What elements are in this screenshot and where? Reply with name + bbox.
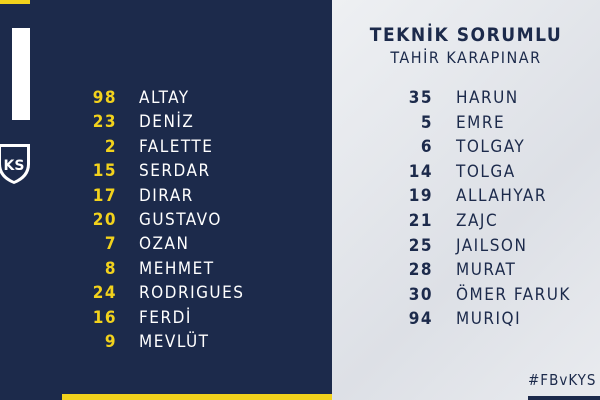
player-name: SERDAR (139, 161, 211, 182)
player-name: RODRIGUES (139, 283, 245, 304)
navy-bottom-bar (528, 396, 600, 400)
player-row: 98 ALTAY (0, 86, 330, 110)
player-row: 23 DENİZ (0, 110, 330, 134)
player-row: 5 EMRE (332, 111, 600, 135)
player-row: 16 FERDİ (0, 306, 330, 330)
player-name: DENİZ (139, 112, 195, 133)
subs-panel: TEKNİK SORUMLU TAHİR KARAPINAR 35 HARUN 5 E… (332, 0, 600, 400)
player-name: ALLAHYAR (456, 186, 547, 207)
player-number: 30 (408, 284, 433, 305)
white-accent-bar (12, 28, 30, 120)
player-name: TOLGA (456, 161, 516, 182)
player-number: 8 (104, 258, 117, 279)
player-number: 28 (408, 260, 433, 281)
player-number: 19 (408, 186, 433, 207)
player-number: 2 (104, 136, 117, 157)
player-name: MURIQI (456, 309, 522, 330)
player-row: 7 OZAN (0, 232, 330, 256)
coach-name: TAHİR KARAPINAR (390, 48, 542, 67)
player-row: 25 JAILSON (332, 234, 600, 258)
player-row: 21 ZAJC (332, 209, 600, 233)
player-name: MEHMET (139, 258, 215, 279)
yellow-accent-bar (0, 0, 30, 4)
player-row: 9 MEVLÜT (0, 330, 330, 354)
player-name: TOLGAY (456, 137, 526, 158)
player-number: 25 (408, 235, 433, 256)
player-row: 15 SERDAR (0, 159, 330, 183)
player-number: 5 (420, 112, 433, 133)
player-number: 20 (92, 210, 117, 230)
player-name: GUSTAVO (139, 210, 222, 230)
player-name: FALETTE (139, 136, 214, 157)
player-name: FERDİ (139, 307, 192, 328)
player-row: 8 MEHMET (0, 257, 330, 281)
player-row: 19 ALLAHYAR (332, 184, 600, 208)
player-number: 16 (92, 307, 117, 328)
club-logo: KS (0, 140, 32, 186)
hashtag: #FBvKYS (528, 371, 597, 389)
player-number: 35 (408, 88, 433, 108)
player-name: JAILSON (456, 235, 528, 256)
player-row: 2 FALETTE (0, 135, 330, 159)
player-row: 24 RODRIGUES (0, 281, 330, 305)
player-number: 98 (92, 88, 117, 108)
player-number: 9 (104, 332, 117, 352)
player-name: HARUN (456, 88, 519, 108)
yellow-bottom-bar (62, 394, 332, 400)
player-name: DIRAR (139, 185, 194, 206)
player-row: 35 HARUN (332, 86, 600, 110)
player-row: 17 DIRAR (0, 184, 330, 208)
player-number: 24 (92, 283, 117, 304)
starting-lineup-panel: KS 98 ALTAY 23 DENİZ 2 FALETTE 15 SERDAR 17 DIRAR… (0, 0, 332, 400)
player-name: EMRE (456, 112, 506, 133)
player-number: 23 (92, 112, 117, 133)
coach-title: TEKNİK SORUMLU (369, 24, 563, 46)
player-name: ALTAY (139, 88, 190, 108)
player-number: 17 (92, 185, 117, 206)
player-number: 15 (92, 161, 117, 182)
player-row: 28 MURAT (332, 258, 600, 282)
player-row: 94 MURIQI (332, 307, 600, 331)
player-name: ÖMER FARUK (456, 284, 571, 305)
player-row: 6 TOLGAY (332, 135, 600, 159)
player-number: 7 (104, 234, 117, 255)
player-row: 14 TOLGA (332, 160, 600, 184)
player-name: MURAT (456, 260, 517, 281)
player-number: 6 (420, 137, 433, 158)
player-name: MEVLÜT (139, 332, 210, 352)
player-row: 20 GUSTAVO (0, 208, 330, 232)
player-name: OZAN (139, 234, 190, 255)
player-name: ZAJC (456, 211, 499, 231)
player-number: 21 (408, 211, 433, 231)
player-number: 14 (408, 161, 433, 182)
player-number: 94 (408, 309, 433, 330)
player-row: 30 ÖMER FARUK (332, 283, 600, 307)
svg-text:KS: KS (4, 158, 25, 174)
